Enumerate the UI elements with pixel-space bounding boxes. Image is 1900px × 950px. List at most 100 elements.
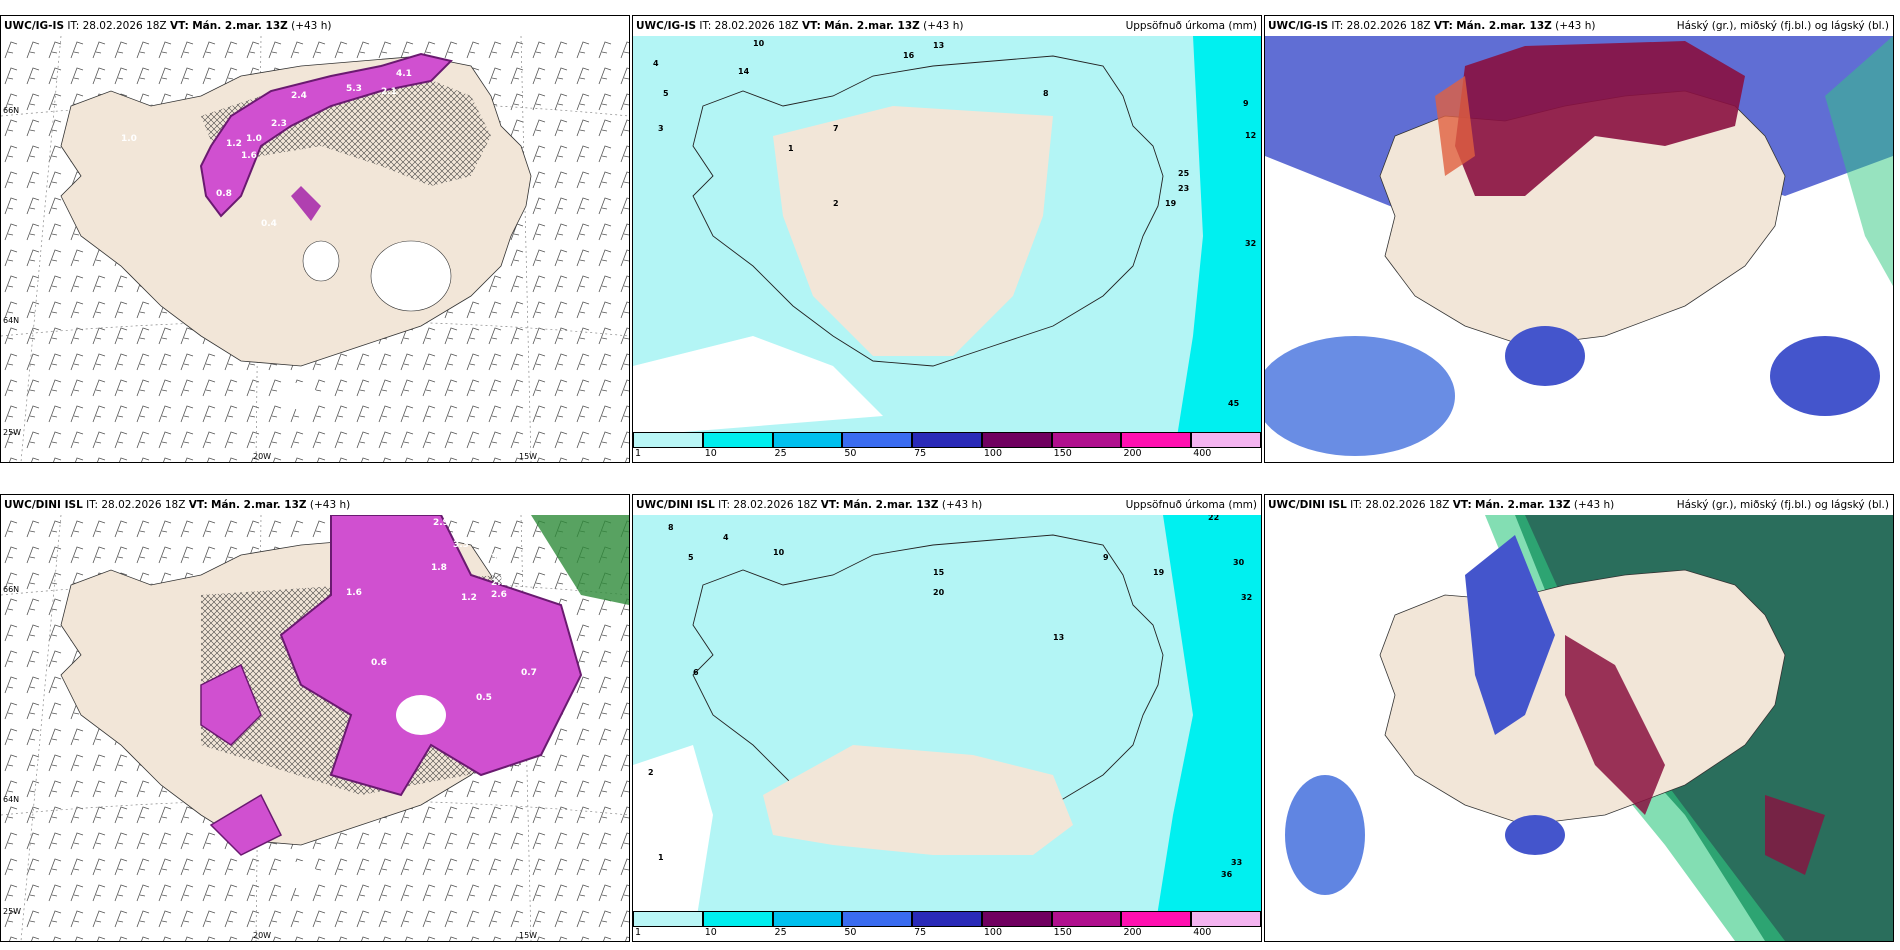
it-label: IT: (1350, 499, 1363, 511)
snow-band (279, 515, 583, 797)
svg-text:2: 2 (648, 768, 654, 777)
cloud-map (1265, 36, 1893, 462)
init-time: 28.02.2026 18Z (1346, 20, 1431, 32)
svg-text:6: 6 (693, 668, 699, 677)
colorbar-label: 10 (704, 448, 717, 459)
svg-text:12: 12 (1245, 131, 1256, 140)
svg-text:19: 19 (1153, 568, 1165, 577)
snow-value: 1.2 (226, 139, 242, 149)
colorbar-swatch (772, 432, 843, 448)
vt-label: VT: (801, 20, 821, 32)
panel-header: UWC/IG-IS IT: 28.02.2026 18Z VT: Mán. 2.… (633, 16, 1261, 36)
wind-snow-map: 2.9 3.3 3.0 2.1 2.6 1.8 1.4 1.6 1.2 0.5 … (1, 515, 629, 941)
svg-text:19: 19 (1165, 199, 1177, 208)
svg-text:13: 13 (1053, 633, 1064, 642)
svg-text:23: 23 (1178, 184, 1189, 193)
vt-label: VT: (1433, 20, 1453, 32)
it-label: IT: (699, 20, 712, 32)
snow-value: 0.4 (261, 219, 277, 229)
svg-text:3.3: 3.3 (453, 540, 469, 550)
svg-text:1.2: 1.2 (461, 593, 477, 603)
svg-text:1.4: 1.4 (526, 563, 542, 573)
snow-value: 0.3 (471, 54, 487, 64)
colorbar-swatch (633, 911, 703, 927)
vt-label: VT: (169, 20, 189, 32)
cloud-map (1265, 515, 1893, 941)
snow-value: 2.4 (291, 91, 307, 101)
lat-label-64: 64N (3, 316, 20, 325)
model-name: UWC/IG-IS (4, 20, 65, 32)
svg-text:2.1: 2.1 (491, 578, 507, 588)
colorbar-label: 150 (1053, 927, 1072, 938)
colorbar-swatch (1191, 911, 1261, 927)
svg-text:33: 33 (1231, 858, 1242, 867)
valid-time: Mán. 2.mar. 13Z (1475, 499, 1571, 511)
snow-value: 2.3 (271, 119, 287, 129)
colorbar-label: 75 (914, 448, 927, 459)
svg-text:2.6: 2.6 (491, 590, 507, 600)
field-title: Uppsöfnuð úrkoma (mm) (1125, 499, 1257, 511)
colorbar-label: 25 (774, 927, 787, 938)
svg-text:5: 5 (663, 89, 669, 98)
colorbar-swatch (1121, 911, 1192, 927)
svg-text:1: 1 (788, 144, 794, 153)
map-panel-dini-precip: UWC/DINI ISL IT: 28.02.2026 18Z VT: Mán.… (632, 494, 1262, 942)
model-name: UWC/DINI ISL (1268, 499, 1347, 511)
svg-text:2.9: 2.9 (433, 518, 449, 528)
svg-text:16: 16 (903, 51, 915, 60)
svg-text:4: 4 (653, 59, 659, 68)
it-label: IT: (86, 499, 99, 511)
lat-label-66: 66N (3, 106, 20, 115)
colorbar-label: 1 (635, 927, 642, 938)
map-panel-ig-precip: UWC/IG-IS IT: 28.02.2026 18Z VT: Mán. 2.… (632, 15, 1262, 463)
it-label: IT: (718, 499, 731, 511)
colorbar-label: 150 (1053, 448, 1072, 459)
colorbar-swatch (702, 432, 773, 448)
lon-label-25: 25W (3, 428, 22, 437)
map-panel-ig-clouds: UWC/IG-IS IT: 28.02.2026 18Z VT: Mán. 2.… (1264, 15, 1894, 463)
lon-label-20: 20W (253, 452, 272, 461)
colorbar-label: 10 (704, 927, 717, 938)
valid-time: Mán. 2.mar. 13Z (1456, 20, 1552, 32)
model-name: UWC/DINI ISL (636, 499, 715, 511)
colorbar-swatch (912, 911, 982, 927)
panel-header: UWC/IG-IS IT: 28.02.2026 18Z VT: Mán. 2.… (1, 16, 629, 36)
lead-time: (+43 h) (923, 20, 964, 32)
svg-text:1: 1 (658, 853, 664, 862)
svg-text:0.7: 0.7 (521, 668, 537, 678)
field-title: Uppsöfnuð úrkoma (mm) (1125, 20, 1257, 32)
colorbar-label: 400 (1193, 448, 1212, 459)
init-time: 28.02.2026 18Z (101, 499, 186, 511)
svg-text:10: 10 (773, 548, 785, 557)
svg-text:25: 25 (1178, 169, 1190, 178)
svg-text:3.0: 3.0 (491, 553, 507, 563)
svg-text:8: 8 (668, 523, 674, 532)
svg-text:9: 9 (1103, 553, 1109, 562)
init-time: 28.02.2026 18Z (714, 20, 799, 32)
valid-time: Mán. 2.mar. 13Z (211, 499, 307, 511)
lead-time: (+43 h) (1573, 499, 1615, 511)
precip-map: 8 4 5 10 22 30 32 20 13 19 15 6 9 33 36 … (633, 515, 1261, 941)
map-panel-dini-clouds: UWC/DINI ISL IT: 28.02.2026 18Z VT: Mán.… (1264, 494, 1894, 942)
snow-value: 1.0 (121, 134, 137, 144)
vt-label: VT: (188, 499, 208, 511)
svg-text:1.6: 1.6 (346, 588, 362, 598)
colorbar: 1 10 25 50 75 100 150 200 400 (633, 432, 1261, 462)
svg-text:7: 7 (833, 124, 839, 133)
svg-text:0.6: 0.6 (371, 658, 387, 668)
svg-text:2: 2 (833, 199, 839, 208)
svg-text:5: 5 (688, 553, 694, 562)
colorbar-label: 200 (1123, 448, 1142, 459)
svg-text:4: 4 (723, 533, 729, 542)
init-time: 28.02.2026 18Z (733, 499, 818, 511)
svg-text:14: 14 (738, 67, 750, 76)
iceland-land (692, 55, 1164, 367)
snow-value: 1.6 (241, 151, 257, 161)
map-panel-ig-wind: UWC/IG-IS IT: 28.02.2026 18Z VT: Mán. 2.… (0, 15, 630, 463)
vt-label: VT: (1452, 499, 1472, 511)
colorbar-swatch (702, 911, 773, 927)
colorbar-label: 75 (914, 927, 927, 938)
colorbar-label: 1 (635, 448, 642, 459)
svg-text:22: 22 (1208, 515, 1219, 522)
lon-label-15: 15W (519, 452, 538, 461)
